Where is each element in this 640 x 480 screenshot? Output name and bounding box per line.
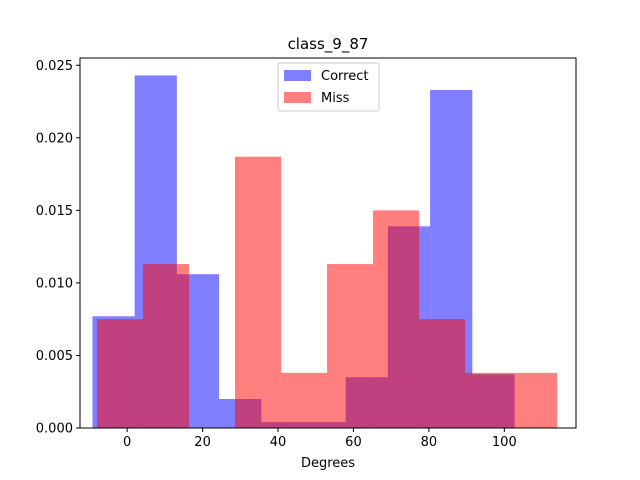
- legend-label-miss: Miss: [321, 91, 350, 106]
- legend: Correct Miss: [277, 62, 380, 112]
- y-tick-label: 0.015: [36, 204, 73, 219]
- bar-miss-6: [373, 210, 420, 428]
- y-tick-label: 0.010: [36, 276, 73, 291]
- x-tick-label: 100: [492, 435, 517, 450]
- bar-miss-3: [235, 156, 282, 428]
- bar-miss-7: [419, 319, 466, 428]
- bar-miss-1: [142, 264, 190, 428]
- x-tick-label: 0: [123, 435, 131, 450]
- bar-miss-8: [465, 372, 512, 428]
- bar-miss-0: [96, 319, 143, 428]
- x-axis-label: Degrees: [301, 456, 355, 471]
- x-tick-label: 60: [345, 435, 362, 450]
- legend-swatch-miss: [284, 92, 311, 103]
- y-tick-label: 0.005: [36, 349, 73, 364]
- legend-swatch-correct: [284, 70, 311, 81]
- plot-frame: [79, 57, 577, 429]
- bar-miss-4: [281, 372, 328, 428]
- x-tick-label: 20: [194, 435, 211, 450]
- y-tick-label: 0.020: [36, 131, 73, 146]
- x-axis-ticks: 0 20 40 60 80 100: [123, 428, 517, 450]
- legend-label-correct: Correct: [321, 69, 368, 84]
- bars-group: [92, 75, 558, 428]
- bar-miss-5: [327, 264, 374, 428]
- bar-miss-9: [511, 372, 558, 428]
- y-axis-ticks: 0.000 0.005 0.010 0.015 0.020 0.025: [36, 59, 80, 437]
- chart-title: class_9_87: [288, 35, 369, 54]
- y-tick-label: 0.000: [36, 422, 73, 437]
- x-tick-label: 80: [421, 435, 438, 450]
- y-tick-label: 0.025: [36, 59, 73, 74]
- x-tick-label: 40: [270, 435, 287, 450]
